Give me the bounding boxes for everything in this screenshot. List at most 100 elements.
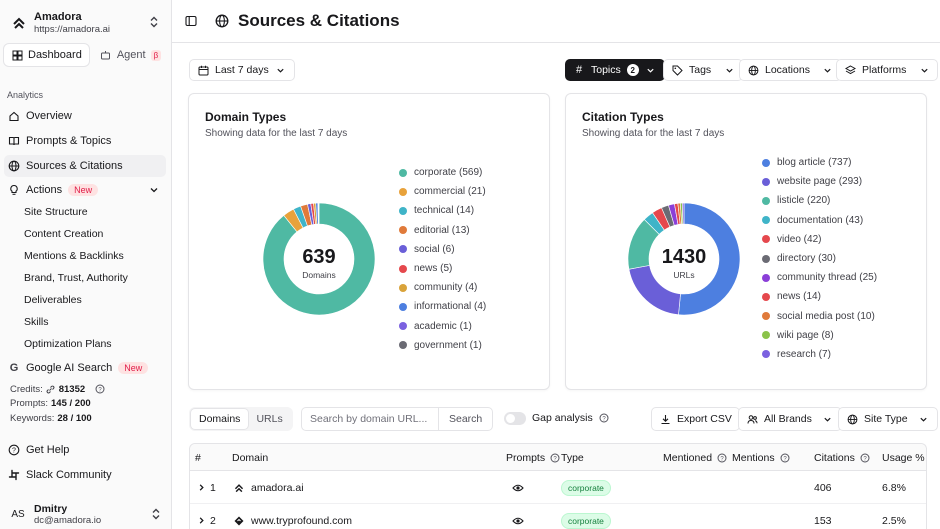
- sidebar-item-slack-community[interactable]: Slack Community: [4, 464, 166, 486]
- gap-analysis-toggle[interactable]: [504, 412, 526, 425]
- col-domain[interactable]: Domain: [232, 452, 269, 464]
- tab-dashboard[interactable]: Dashboard: [4, 44, 89, 66]
- citation-type-legend-item: listicle (220): [762, 191, 877, 210]
- sidebar-item-get-help[interactable]: ? Get Help: [4, 439, 166, 461]
- help-circle-icon[interactable]: ?: [598, 412, 610, 424]
- sidebar-subitem-optimization-plans[interactable]: Optimization Plans: [24, 338, 112, 350]
- home-icon: [8, 110, 20, 122]
- domain-type-slice[interactable]: [318, 203, 320, 225]
- sidebar-item-label: Slack Community: [26, 469, 112, 481]
- citation-types-donut: [628, 203, 740, 315]
- export-csv-button[interactable]: Export CSV: [651, 407, 740, 431]
- calendar-icon: [197, 64, 209, 76]
- row-domain[interactable]: www.tryprofound.com: [251, 514, 352, 527]
- card-title: Citation Types: [582, 110, 664, 124]
- row-usage: 2.5%: [882, 514, 906, 527]
- eye-icon[interactable]: [511, 471, 525, 504]
- sidebar-subitem-deliverables[interactable]: Deliverables: [24, 294, 82, 306]
- row-domain[interactable]: amadora.ai: [251, 481, 304, 494]
- tab-domains[interactable]: Domains: [191, 409, 249, 429]
- chevron-right-icon[interactable]: [196, 471, 206, 504]
- topics-count-badge: 2: [626, 64, 639, 76]
- eye-icon[interactable]: [511, 504, 525, 529]
- sidebar-subitem-brand-trust[interactable]: Brand, Trust, Authority: [24, 272, 128, 284]
- chevron-right-icon[interactable]: [196, 504, 206, 529]
- sidebar-subitem-skills[interactable]: Skills: [24, 316, 49, 328]
- keywords-stat: Keywords: 28 / 100: [10, 413, 92, 424]
- topics-filter[interactable]: # Topics 2: [565, 59, 665, 81]
- tab-dashboard-label: Dashboard: [28, 49, 82, 61]
- col-type[interactable]: Type: [561, 452, 584, 464]
- sidebar-subitem-mentions-backlinks[interactable]: Mentions & Backlinks: [24, 250, 124, 262]
- domain-type-legend-item: informational (4): [399, 297, 486, 316]
- tab-urls[interactable]: URLs: [256, 413, 283, 425]
- prompts-stat: Prompts: 145 / 200: [10, 398, 91, 409]
- table-row[interactable]: 1 amadora.ai corporate 406 6.8%: [190, 471, 926, 504]
- sidebar-subitem-site-structure[interactable]: Site Structure: [24, 206, 88, 218]
- col-usage[interactable]: Usage %: [882, 452, 925, 464]
- credits-label: Credits:: [10, 383, 43, 395]
- site-type-select[interactable]: Site Type: [838, 407, 938, 431]
- user-menu[interactable]: AS Dmitry dc@amadora.io: [8, 502, 164, 526]
- search-input[interactable]: [302, 408, 438, 430]
- locations-filter[interactable]: Locations: [739, 59, 842, 81]
- date-range-select[interactable]: Last 7 days: [189, 59, 295, 81]
- sidebar-item-sources-citations[interactable]: Sources & Citations: [4, 155, 166, 177]
- row-type: corporate: [561, 504, 611, 529]
- domain-type-legend-item: commercial (21): [399, 182, 486, 201]
- legend-label: news (14): [777, 291, 821, 303]
- domain-types-legend: corporate (569) commercial (21) technical …: [399, 163, 486, 355]
- lightbulb-icon: [8, 184, 20, 196]
- help-circle-icon[interactable]: ?: [94, 383, 106, 395]
- legend-dot: [399, 226, 407, 235]
- legend-dot: [399, 187, 407, 196]
- brands-select[interactable]: All Brands: [738, 407, 842, 431]
- page-header: Sources & Citations: [172, 0, 940, 43]
- view-toggle: Domains URLs: [189, 407, 293, 431]
- platforms-filter[interactable]: Platforms: [836, 59, 939, 81]
- sidebar-item-google-ai-search[interactable]: G Google AI Search New: [4, 357, 166, 379]
- tab-agent-label: Agent: [116, 49, 146, 61]
- sidebar-item-overview[interactable]: Overview: [4, 105, 166, 127]
- table-row[interactable]: 2 www.tryprofound.com corporate 153 2.5%: [190, 504, 926, 529]
- site-type-label: Site Type: [864, 413, 908, 425]
- legend-label: government (1): [414, 339, 482, 351]
- legend-label: directory (30): [777, 253, 836, 265]
- org-switcher[interactable]: Amadora https://amadora.ai: [10, 8, 162, 38]
- domain-type-legend-item: editorial (13): [399, 221, 486, 240]
- search-button[interactable]: Search: [438, 408, 492, 430]
- domain-type-slice[interactable]: [263, 203, 375, 315]
- citation-type-slice[interactable]: [681, 203, 685, 225]
- citation-type-legend-item: community thread (25): [762, 268, 877, 287]
- citation-type-slice[interactable]: [678, 203, 740, 315]
- domain-type-legend-item: corporate (569): [399, 163, 486, 182]
- user-name: Dmitry: [34, 502, 68, 515]
- sidebar-item-prompts-topics[interactable]: Prompts & Topics: [4, 130, 166, 152]
- legend-label: editorial (13): [414, 224, 470, 236]
- sidebar-toggle-icon[interactable]: [184, 14, 198, 28]
- svg-text:?: ?: [863, 456, 867, 462]
- analytics-section-label: Analytics: [7, 90, 44, 100]
- legend-dot: [762, 273, 770, 282]
- tags-filter[interactable]: Tags: [663, 59, 744, 81]
- globe-icon: [846, 413, 858, 425]
- chevron-down-icon: [645, 64, 657, 76]
- col-mentioned[interactable]: Mentioned ?: [663, 452, 728, 464]
- globe-icon: [747, 64, 759, 76]
- citation-type-legend-item: blog article (737): [762, 153, 877, 172]
- legend-label: academic (1): [414, 320, 472, 332]
- legend-label: documentation (43): [777, 214, 864, 226]
- col-prompts[interactable]: Prompts ?: [506, 452, 561, 464]
- sidebar-subitem-content-creation[interactable]: Content Creation: [24, 228, 104, 240]
- col-mentions[interactable]: Mentions ?: [732, 452, 791, 464]
- legend-label: research (7): [777, 348, 831, 360]
- profound-favicon-icon: [233, 504, 245, 529]
- tags-label: Tags: [689, 64, 712, 76]
- legend-dot: [762, 196, 770, 205]
- sidebar-item-actions[interactable]: Actions New: [4, 179, 166, 201]
- card-subtitle: Showing data for the last 7 days: [205, 128, 348, 139]
- col-citations[interactable]: Citations ?: [814, 452, 871, 464]
- tab-agent[interactable]: Agent β: [93, 44, 168, 66]
- row-type: corporate: [561, 471, 611, 504]
- type-badge: corporate: [561, 512, 611, 529]
